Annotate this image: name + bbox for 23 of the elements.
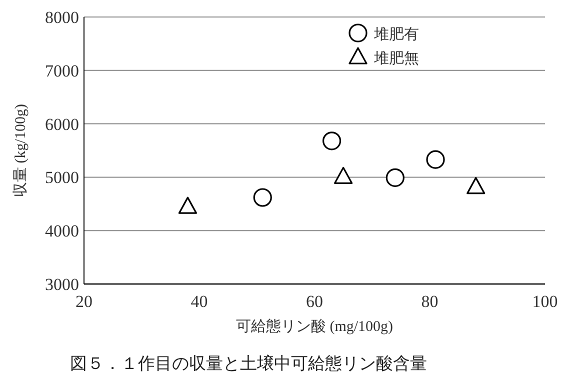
point	[322, 132, 342, 150]
y-tick-label: 6000	[45, 114, 79, 134]
point	[253, 188, 272, 207]
point	[334, 166, 353, 184]
y-tick-label: 5000	[45, 168, 79, 188]
x-tick-label: 20	[76, 292, 92, 311]
y-axis-title: 収量 (kg/100g)	[12, 104, 29, 197]
point	[466, 177, 486, 194]
x-tick-label: 40	[190, 292, 208, 311]
x-tick-label: 80	[421, 292, 438, 311]
point	[386, 168, 404, 188]
point	[178, 196, 198, 214]
y-tick-label: 8000	[45, 8, 79, 27]
point	[426, 150, 445, 169]
y-tick-label: 7000	[45, 61, 79, 80]
x-axis-title: 可給態リン酸 (mg/100g)	[236, 318, 394, 335]
x-tick-label: 100	[532, 292, 558, 311]
x-tick-label: 60	[306, 292, 323, 311]
y-tick-label: 3000	[45, 275, 79, 294]
legend-label: 堆肥有	[373, 26, 419, 43]
text: 図５．１作目の収量と土壌中可給態リン酸含量	[70, 354, 427, 374]
y-tick-label: 4000	[45, 222, 79, 241]
legend-label: 堆肥無	[373, 50, 419, 67]
